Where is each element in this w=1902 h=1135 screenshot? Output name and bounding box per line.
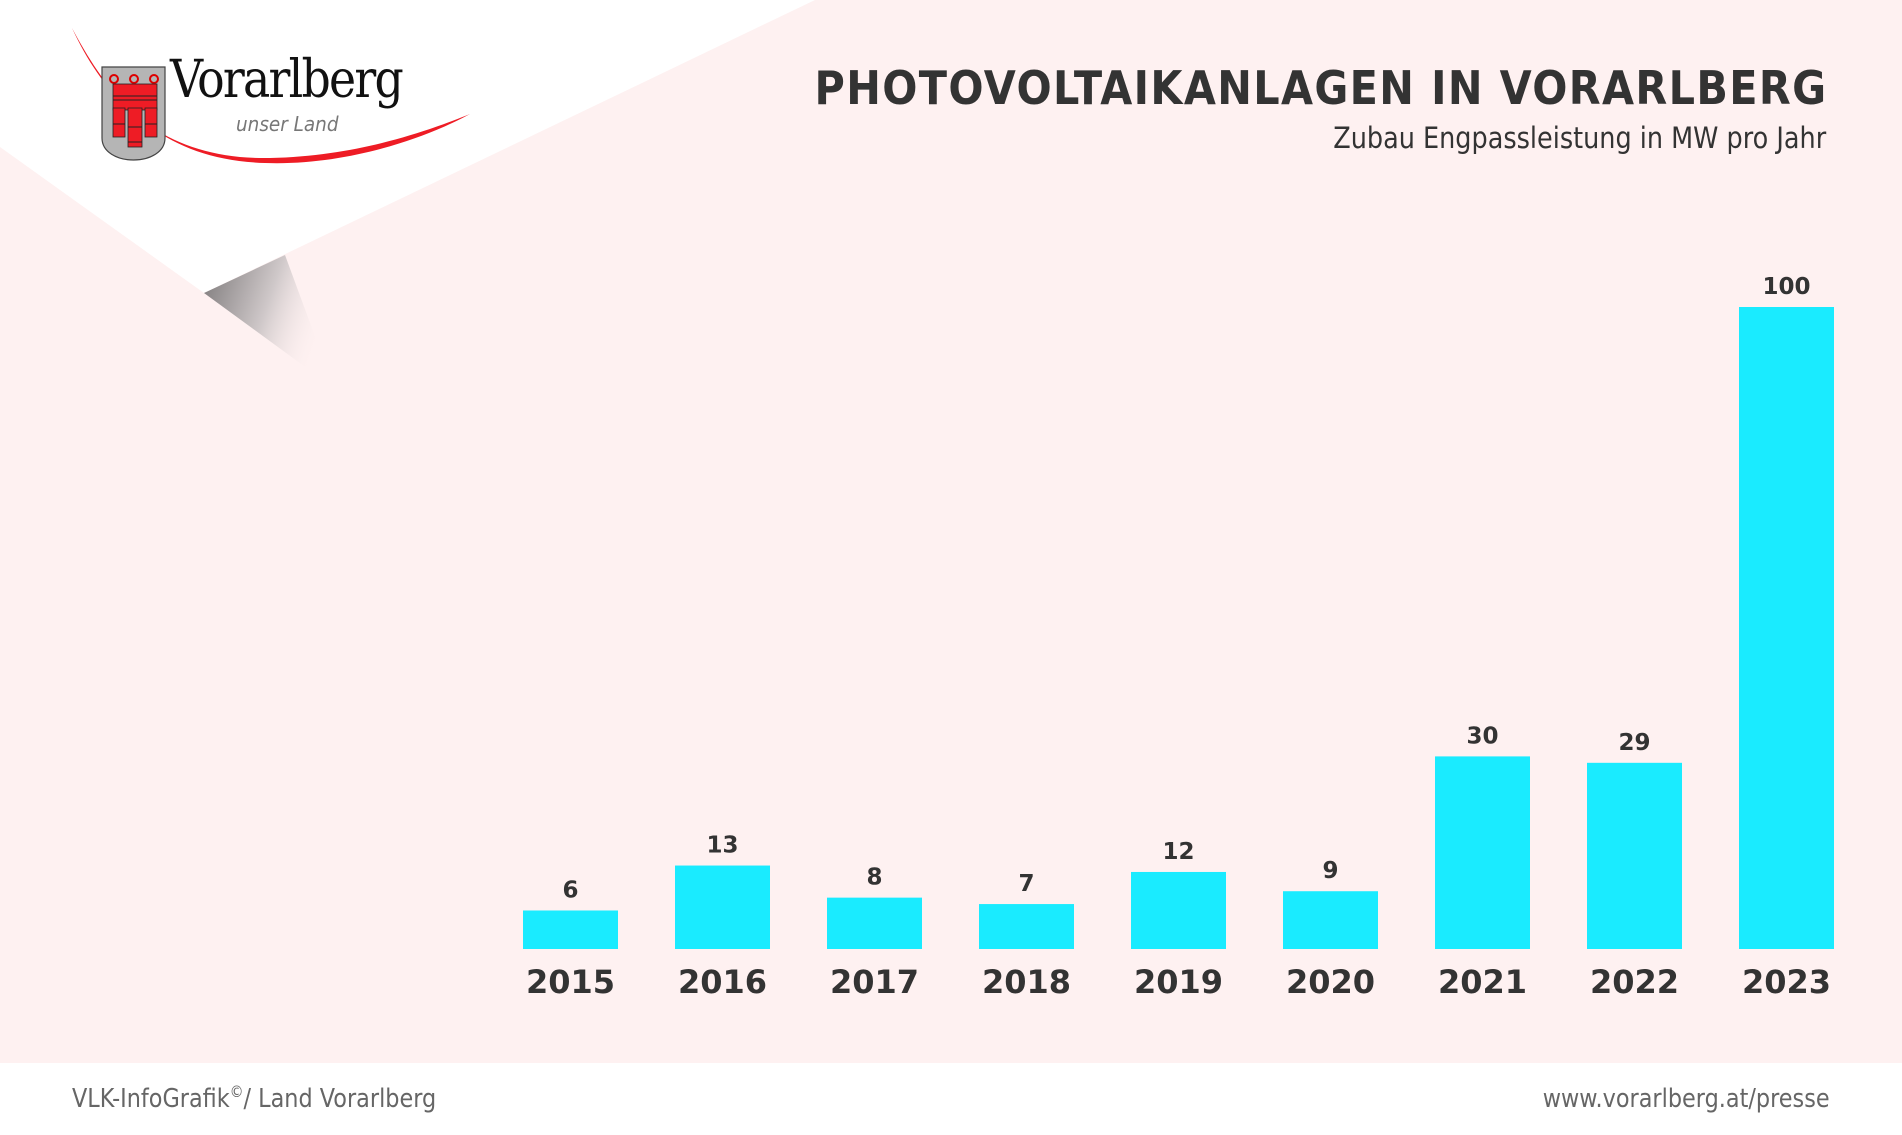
bar-2015 <box>523 910 618 949</box>
footer-url[interactable]: www.vorarlberg.at/presse <box>1543 1084 1830 1114</box>
data-label-2023: 100 <box>1762 274 1810 300</box>
data-label-2016: 13 <box>706 833 738 859</box>
chart-subtitle: Zubau Engpassleistung in MW pro Jahr <box>1333 121 1826 155</box>
bar-chart: 6 2015 13 2016 8 2017 7 2018 12 2019 9 2020 30 2021 29… <box>523 274 1834 1001</box>
chart-title: PHOTOVOLTAIKANLAGEN IN VORARLBERG <box>814 61 1827 115</box>
data-label-2019: 12 <box>1162 839 1194 865</box>
x-tick-label-2015: 2015 <box>526 963 615 1001</box>
footer-source-suffix: / Land Vorarlberg <box>243 1084 437 1114</box>
coat-of-arms-icon <box>101 66 166 161</box>
bar-2022 <box>1587 762 1682 949</box>
data-label-2017: 8 <box>866 865 882 891</box>
data-label-2018: 7 <box>1018 871 1034 897</box>
logo-graphic <box>72 28 470 164</box>
footer: VLK-InfoGrafik©/ Land Vorarlberg www.vor… <box>0 1063 1902 1135</box>
bar-group-2020: 9 2020 <box>1283 858 1378 1001</box>
data-label-2021: 30 <box>1466 723 1498 749</box>
data-label-2020: 9 <box>1322 858 1338 884</box>
data-label-2022: 29 <box>1618 730 1650 756</box>
logo-wordmark: Vorarlberg <box>170 50 404 110</box>
white-fold-shape <box>0 0 815 293</box>
bar-group-2022: 29 2022 <box>1587 730 1682 1001</box>
data-label-2015: 6 <box>562 877 578 903</box>
x-tick-label-2022: 2022 <box>1590 963 1679 1001</box>
logo-tagline: unser Land <box>236 112 339 136</box>
x-tick-label-2016: 2016 <box>678 963 767 1001</box>
x-tick-label-2020: 2020 <box>1286 963 1375 1001</box>
bar-2019 <box>1131 871 1226 949</box>
bar-group-2018: 7 2018 <box>979 871 1074 1001</box>
copyright-mark: © <box>229 1082 244 1101</box>
x-tick-label-2023: 2023 <box>1742 963 1831 1001</box>
bar-group-2019: 12 2019 <box>1131 839 1226 1001</box>
footer-source: VLK-InfoGrafik©/ Land Vorarlberg <box>72 1083 436 1115</box>
fold-shadow <box>204 255 334 388</box>
bar-group-2021: 30 2021 <box>1435 723 1530 1001</box>
bar-group-2023: 100 2023 <box>1739 274 1834 1001</box>
x-tick-label-2017: 2017 <box>830 963 919 1001</box>
bar-group-2015: 6 2015 <box>523 877 618 1001</box>
x-tick-label-2018: 2018 <box>982 963 1071 1001</box>
bar-2017 <box>827 897 922 949</box>
x-tick-label-2021: 2021 <box>1438 963 1527 1001</box>
bar-group-2017: 8 2017 <box>827 865 922 1001</box>
bar-2023 <box>1739 307 1834 949</box>
bar-group-2016: 13 2016 <box>675 833 770 1001</box>
bar-2016 <box>675 865 770 949</box>
footer-source-prefix: VLK-InfoGrafik <box>72 1084 230 1114</box>
bar-2021 <box>1435 756 1530 949</box>
bar-2018 <box>979 904 1074 949</box>
bar-2020 <box>1283 891 1378 949</box>
x-tick-label-2019: 2019 <box>1134 963 1223 1001</box>
